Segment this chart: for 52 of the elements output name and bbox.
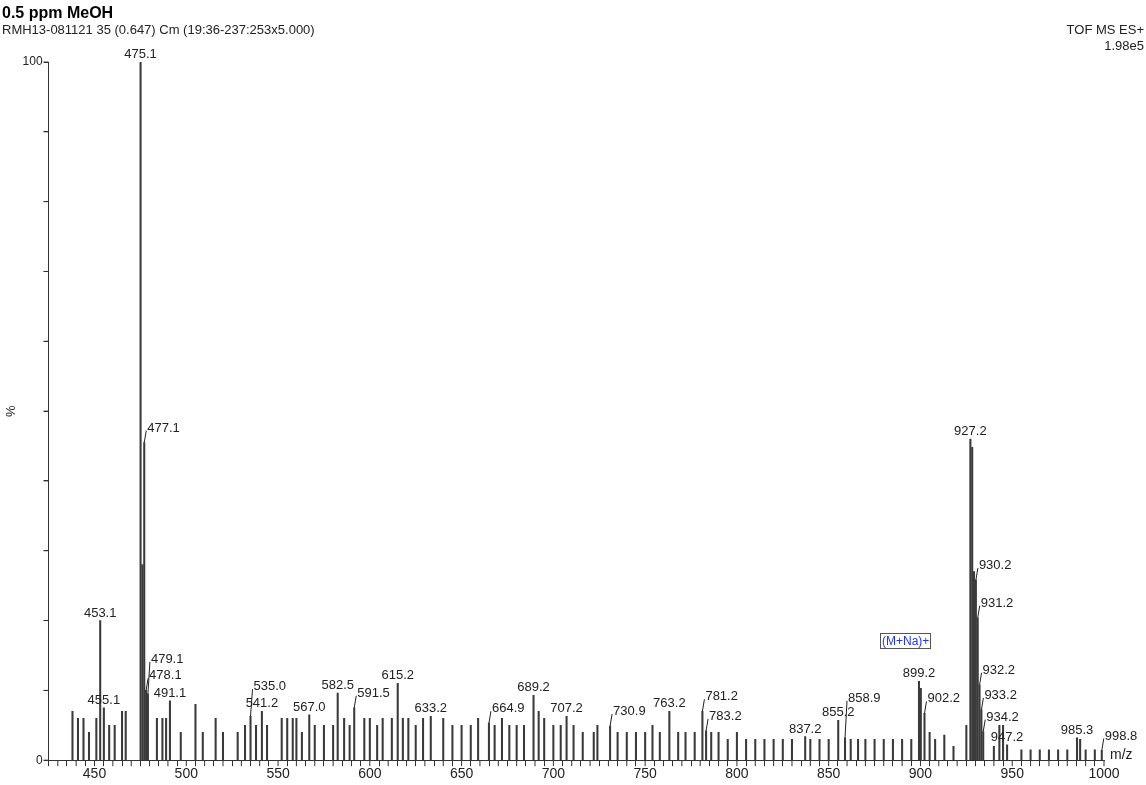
annotation: 934.2 (986, 708, 1019, 724)
annotation: 927.2 (954, 423, 987, 439)
x-tick-label: 450 (82, 765, 107, 782)
annotation: 858.9 (848, 689, 881, 705)
annotation: 453.1 (83, 604, 117, 620)
text: TOF MS ES+ (1066, 22, 1144, 38)
y-axis-title: % (3, 404, 19, 417)
annotation: 633.2 (414, 700, 448, 716)
x-tick-label: 700 (541, 765, 566, 782)
annotation: 707.2 (550, 700, 583, 716)
x-tick-label: 950 (1000, 765, 1025, 782)
annotation: 664.9 (491, 700, 525, 716)
x-tick-label: 550 (266, 765, 290, 782)
annotation: 591.5 (357, 684, 390, 700)
annotation: 763.2 (653, 695, 686, 711)
chart-title: 0.5 ppm MeOH (2, 4, 114, 22)
annotation: 582.5 (321, 677, 354, 693)
annotation: 479.1 (150, 650, 184, 666)
annotation: 477.1 (147, 419, 180, 435)
x-tick-label: 750 (633, 765, 658, 782)
annotation: 783.2 (709, 707, 742, 723)
y-tick-label: 0 (35, 752, 43, 767)
annotation: 998.8 (1104, 727, 1138, 743)
annotation: (M+Na)+ (880, 633, 932, 649)
annotation: 899.2 (902, 665, 936, 681)
x-tick-label: 1000 (1088, 765, 1120, 782)
annotation: 902.2 (927, 690, 961, 706)
annotation: 985.3 (1060, 721, 1094, 737)
annotation: 689.2 (517, 679, 550, 695)
x-tick-label: 500 (174, 765, 199, 782)
annotation: 837.2 (788, 720, 822, 736)
annotation: 933.2 (984, 687, 1017, 703)
annotation: 730.9 (613, 703, 646, 719)
text: 1.98e5 (1103, 38, 1144, 54)
annotation: 931.2 (980, 594, 1014, 610)
annotation: 781.2 (705, 688, 738, 704)
annotation: 567.0 (292, 698, 326, 714)
x-axis-title: m/z (1110, 746, 1133, 763)
y-tick-label: 100 (22, 54, 43, 69)
x-tick-label: 800 (725, 765, 749, 782)
annotation: 535.0 (253, 678, 287, 694)
x-tick-label: 600 (358, 765, 382, 782)
x-tick-label: 650 (449, 765, 474, 782)
x-tick-label: 900 (908, 765, 933, 782)
annotation: 491.1 (153, 684, 187, 700)
annotation: 932.2 (982, 661, 1016, 677)
annotation: 615.2 (381, 667, 414, 683)
annotation: 930.2 (978, 557, 1012, 573)
x-tick-label: 850 (817, 765, 841, 782)
annotation: 475.1 (124, 46, 157, 62)
annotation: 478.1 (149, 667, 182, 683)
chart-subtitle: RMH13-081121 35 (0.647) Cm (19:36-237:253x5.000) (2, 22, 315, 37)
